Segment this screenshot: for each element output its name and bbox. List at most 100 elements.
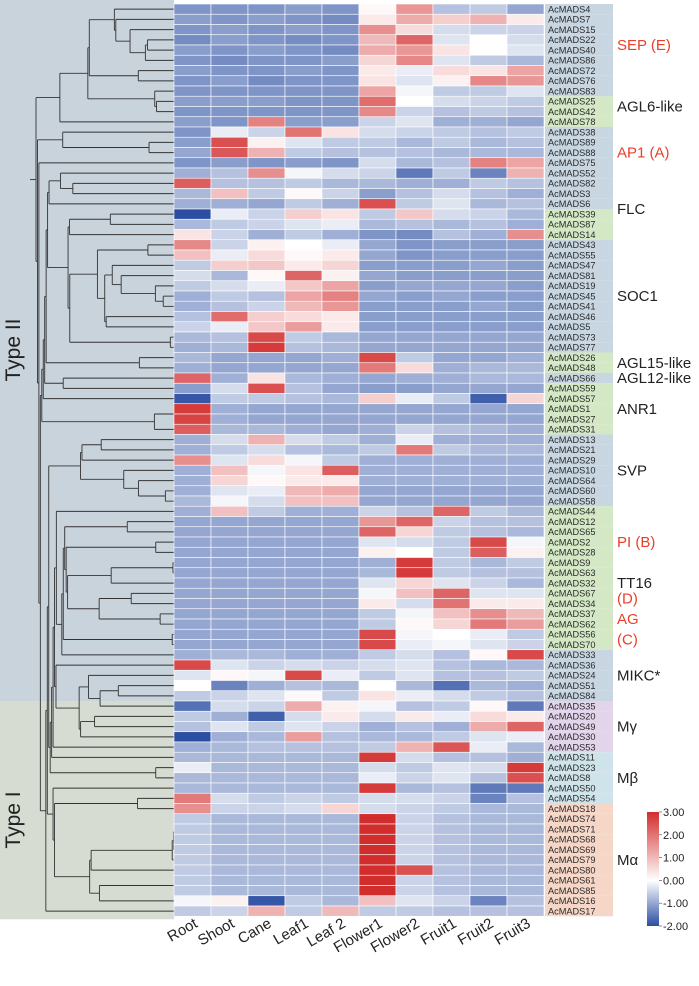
gene-label-bg xyxy=(545,75,613,86)
gene-label: AcMADS66 xyxy=(548,373,596,383)
gene-label: AcMADS9 xyxy=(548,558,590,568)
heatmap-cell xyxy=(432,546,471,558)
heatmap-cell xyxy=(395,147,434,159)
heatmap-cell xyxy=(432,106,471,118)
heatmap-cell xyxy=(358,803,397,815)
heatmap-cell xyxy=(469,208,508,220)
gene-label: AcMADS4 xyxy=(548,4,590,14)
gene-label: AcMADS2 xyxy=(548,537,590,547)
heatmap-cell xyxy=(395,628,434,640)
heatmap-cell xyxy=(173,475,212,487)
gene-label-bg xyxy=(545,383,613,394)
heatmap-cell xyxy=(210,536,249,548)
heatmap-cell xyxy=(469,270,508,282)
heatmap-cell xyxy=(321,485,360,497)
heatmap-cell xyxy=(284,608,323,620)
heatmap-cell xyxy=(247,598,286,610)
gene-label-bg xyxy=(545,403,613,414)
heatmap-cell xyxy=(284,321,323,333)
heatmap-cell xyxy=(358,772,397,784)
heatmap-cell xyxy=(247,188,286,200)
heatmap-cell xyxy=(247,362,286,374)
heatmap-cell xyxy=(469,721,508,733)
gene-label: AcMADS64 xyxy=(548,476,596,486)
heatmap-cell xyxy=(432,259,471,271)
heatmap-cell xyxy=(395,854,434,866)
heatmap-cell xyxy=(358,218,397,230)
heatmap-cell xyxy=(210,434,249,446)
heatmap-cell xyxy=(173,454,212,466)
heatmap-cell xyxy=(358,813,397,825)
heatmap-cell xyxy=(358,454,397,466)
type-band-0 xyxy=(0,0,174,701)
heatmap-cell xyxy=(173,649,212,661)
heatmap-cell xyxy=(210,167,249,179)
heatmap-cell xyxy=(469,331,508,343)
heatmap-cell xyxy=(247,546,286,558)
heatmap-cell xyxy=(395,741,434,753)
heatmap-cell xyxy=(247,854,286,866)
heatmap-cell xyxy=(506,639,545,651)
heatmap-cell xyxy=(469,116,508,128)
gene-label-bg xyxy=(545,342,613,353)
heatmap-cell xyxy=(358,874,397,886)
heatmap-cell xyxy=(358,229,397,241)
heatmap-cell xyxy=(321,393,360,405)
heatmap-cell xyxy=(210,628,249,640)
heatmap-cell xyxy=(395,34,434,46)
heatmap-cell xyxy=(247,13,286,25)
heatmap-cell xyxy=(432,290,471,302)
heatmap-cell xyxy=(284,649,323,661)
heatmap-cell xyxy=(469,464,508,476)
heatmap-cell xyxy=(432,721,471,733)
gene-label-bg xyxy=(545,147,613,158)
gene-label-bg xyxy=(545,229,613,240)
heatmap-cell xyxy=(432,505,471,517)
heatmap-cell xyxy=(358,208,397,220)
gene-label: AcMADS12 xyxy=(548,517,596,527)
heatmap-cell xyxy=(321,136,360,148)
heatmap-cell xyxy=(432,157,471,169)
heatmap-cell xyxy=(469,792,508,804)
heatmap-cell xyxy=(358,485,397,497)
heatmap-cell xyxy=(358,34,397,46)
heatmap-cell xyxy=(358,721,397,733)
heatmap-cell xyxy=(210,710,249,722)
gene-label: AcMADS57 xyxy=(548,394,596,404)
heatmap-cell xyxy=(173,721,212,733)
heatmap-cell xyxy=(321,792,360,804)
heatmap-cell xyxy=(358,710,397,722)
heatmap-cell xyxy=(432,229,471,241)
heatmap-cell xyxy=(432,65,471,77)
gene-label-bg xyxy=(545,711,613,722)
gene-label-bg xyxy=(545,168,613,179)
heatmap-cell xyxy=(321,885,360,897)
heatmap-cell xyxy=(469,444,508,456)
heatmap-cell xyxy=(358,546,397,558)
heatmap-cell xyxy=(247,218,286,230)
heatmap-cell xyxy=(395,249,434,261)
heatmap-cell xyxy=(469,382,508,394)
heatmap-cell xyxy=(469,362,508,374)
heatmap-cell xyxy=(506,3,545,15)
heatmap-cell xyxy=(247,331,286,343)
heatmap-cell xyxy=(358,690,397,702)
heatmap-cell xyxy=(247,895,286,907)
heatmap-cell xyxy=(432,905,471,917)
gene-label: AcMADS85 xyxy=(548,886,596,896)
heatmap-cell xyxy=(247,239,286,251)
gene-label-bg xyxy=(545,670,613,681)
heatmap-cell xyxy=(432,249,471,261)
heatmap-cell xyxy=(284,813,323,825)
heatmap-cell xyxy=(506,290,545,302)
heatmap-cell xyxy=(210,95,249,107)
heatmap-cell xyxy=(321,844,360,856)
gene-label-bg xyxy=(545,239,613,250)
heatmap-cell xyxy=(506,874,545,886)
heatmap-cell xyxy=(247,628,286,640)
heatmap-cell xyxy=(469,3,508,15)
heatmap-cell xyxy=(506,495,545,507)
heatmap-cell xyxy=(284,177,323,189)
heatmap-cell xyxy=(210,823,249,835)
heatmap-cell xyxy=(395,75,434,87)
